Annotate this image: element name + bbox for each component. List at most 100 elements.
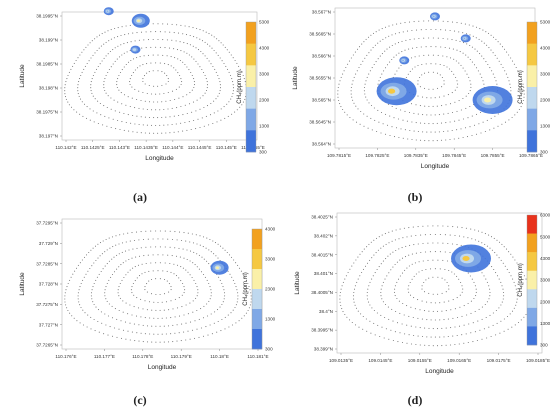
- y-tick-label: 38.5655°N: [309, 76, 331, 81]
- x-tick-label: 110.1425°E: [81, 145, 105, 150]
- colorbar-swatch: [527, 87, 537, 109]
- x-tick-label: 110.1435°E: [134, 145, 158, 150]
- x-tick-label: 110.144°E: [162, 145, 183, 150]
- y-tick-label: 38.566°N: [312, 54, 331, 59]
- colorbar-swatch: [527, 233, 537, 253]
- y-axis-label: Latitude: [19, 272, 26, 296]
- y-tick-label: 37.728°N: [39, 282, 58, 287]
- y-tick-label: 38.399°N: [314, 347, 333, 352]
- colorbar-swatch: [527, 22, 537, 44]
- y-tick-label: 37.7265°N: [36, 343, 58, 348]
- colorbar-swatch: [246, 22, 256, 44]
- x-tick-label: 109.7835°E: [404, 153, 428, 158]
- y-tick-label: 38.402°N: [314, 233, 333, 238]
- x-tick-label: 110.181°E: [247, 354, 268, 359]
- y-tick-label: 38.1975°N: [36, 110, 58, 115]
- y-axis-label: Latitude: [292, 66, 299, 90]
- colorbar-tick-label: 300: [265, 347, 273, 352]
- colorbar-swatch: [246, 108, 256, 131]
- methane-plume: [430, 12, 440, 21]
- y-tick-label: 38.198°N: [39, 86, 58, 91]
- colorbar-swatch: [252, 269, 262, 290]
- colorbar-tick-label: 3300: [540, 72, 550, 77]
- plot-area: [61, 218, 263, 350]
- y-tick-label: 38.567°N: [312, 10, 331, 15]
- y-tick-label: 38.5645°N: [309, 120, 331, 125]
- colorbar-tick-label: 2300: [265, 287, 276, 292]
- panel-label-b: (b): [407, 190, 423, 204]
- colorbar-swatch: [252, 329, 262, 350]
- x-axis-label: Longitude: [148, 364, 177, 371]
- x-tick-label: 110.1445°E: [188, 145, 212, 150]
- colorbar-swatch: [527, 270, 537, 290]
- y-tick-label: 38.565°N: [312, 98, 331, 103]
- y-tick-label: 37.7275°N: [36, 302, 58, 307]
- y-tick-label: 37.7295°N: [36, 221, 58, 226]
- y-tick-label: 38.1995°N: [36, 14, 58, 19]
- x-tick-label: 109.0165°E: [447, 358, 471, 363]
- x-axis-label: Longitude: [145, 155, 174, 162]
- colorbar-label: CH₄(ppm.m): [518, 263, 524, 296]
- y-axis-label: Latitude: [19, 64, 26, 88]
- colorbar-swatch: [527, 326, 537, 346]
- colorbar-tick-label: 2300: [540, 98, 550, 103]
- panel-label-d: (d): [407, 393, 423, 407]
- x-tick-label: 109.0155°E: [408, 358, 432, 363]
- y-tick-label: 38.5665°N: [309, 32, 331, 37]
- y-tick-label: 37.7285°N: [36, 261, 58, 266]
- y-tick-label: 38.4005°N: [311, 290, 333, 295]
- colorbar-tick-label: 4300: [540, 46, 550, 51]
- x-tick-label: 109.0175°E: [487, 358, 511, 363]
- y-tick-label: 37.727°N: [39, 322, 58, 327]
- colorbar-swatch: [527, 289, 537, 309]
- y-tick-label: 38.4025°N: [311, 215, 333, 220]
- colorbar-swatch: [527, 130, 537, 153]
- plot-area: [336, 212, 543, 354]
- panel-label-a: (a): [133, 190, 147, 204]
- colorbar-tick-label: 300: [540, 343, 548, 348]
- colorbar-tick-label: 1300: [265, 317, 276, 322]
- flight-path-dots: [337, 20, 525, 142]
- colorbar-tick-label: 4300: [265, 227, 276, 232]
- x-tick-label: 110.143°E: [109, 145, 130, 150]
- y-tick-label: 38.1985°N: [36, 62, 58, 67]
- colorbar-swatch: [246, 87, 256, 109]
- y-axis-label: Latitude: [294, 271, 301, 295]
- colorbar-label: CH₄(ppm.m): [237, 70, 243, 103]
- methane-plume: [460, 34, 471, 43]
- y-tick-label: 38.4°N: [319, 309, 333, 314]
- colorbar-swatch: [527, 252, 537, 272]
- methane-plume: [451, 244, 492, 273]
- colorbar-tick-label: 300: [259, 150, 267, 155]
- y-tick-label: 38.199°N: [39, 38, 58, 43]
- x-tick-label: 109.7815°E: [327, 153, 351, 158]
- x-tick-label: 109.0185°E: [526, 358, 550, 363]
- x-tick-label: 109.7865°E: [519, 153, 543, 158]
- x-tick-label: 110.179°E: [171, 354, 192, 359]
- x-tick-label: 110.142°E: [55, 145, 76, 150]
- colorbar-tick-label: 4300: [540, 256, 550, 261]
- methane-plume: [376, 77, 417, 106]
- colorbar-tick-label: 4300: [259, 46, 270, 51]
- colorbar-label: CH₄(ppm.m): [243, 272, 249, 305]
- y-tick-label: 37.729°N: [39, 241, 58, 246]
- y-tick-label: 38.564°N: [312, 142, 331, 147]
- colorbar-tick-label: 5300: [540, 234, 550, 239]
- colorbar-tick-label: 5300: [540, 20, 550, 25]
- colorbar-swatch: [527, 215, 537, 234]
- colorbar: 5300 4300 3300 2300 1300 300 CH₄(ppm.m): [518, 20, 550, 155]
- x-tick-label: 110.176°E: [55, 354, 76, 359]
- methane-plume: [131, 13, 150, 28]
- y-tick-label: 38.401°N: [314, 271, 333, 276]
- chart-a: 110.142°E 110.1425°E 110.143°E 110.1435°E 11…: [19, 7, 270, 162]
- panel-a: 110.142°E 110.1425°E 110.143°E 110.1435°E 11…: [0, 0, 275, 205]
- colorbar-swatch: [252, 249, 262, 270]
- methane-plume: [130, 45, 141, 54]
- colorbar-label: CH₄(ppm.m): [518, 70, 524, 103]
- colorbar-swatch: [527, 108, 537, 131]
- colorbar-tick-label: 1300: [540, 321, 550, 326]
- colorbar: 5300 4300 3300 2300 1300 300 CH₄(ppm.m): [237, 20, 270, 155]
- colorbar-tick-label: 300: [540, 150, 548, 155]
- colorbar-tick-label: 2300: [540, 299, 550, 304]
- colorbar-swatch: [527, 65, 537, 88]
